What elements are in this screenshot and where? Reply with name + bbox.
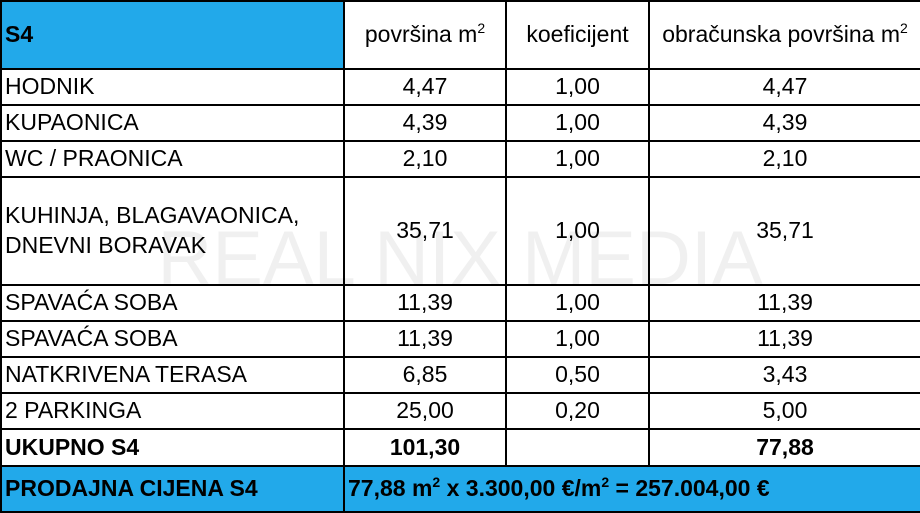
superscript: 2	[601, 474, 610, 491]
cell-value: 4,39	[343, 104, 507, 142]
cell-value: 0,20	[505, 392, 650, 430]
table-row: 2 PARKINGA 25,00 0,20 5,00	[0, 392, 920, 430]
cell-value: 1,00	[505, 284, 650, 322]
price-formula: 77,88 m2 x 3.300,00 €/m2 = 257.004,00 €	[343, 465, 920, 513]
header-cell: koeficijent	[505, 0, 650, 70]
table-row: SPAVAĆA SOBA 11,39 1,00 11,39	[0, 320, 920, 358]
cell-value: 6,85	[343, 356, 507, 394]
cell-value: 1,00	[505, 140, 650, 178]
room-name: KUHINJA, BLAGAVAONICA, DNEVNI BORAVAK	[0, 176, 345, 286]
total-label: UKUPNO S4	[0, 428, 345, 467]
cell-value: 1,00	[505, 68, 650, 106]
empty-cell	[505, 428, 650, 467]
total-area: 101,30	[343, 428, 507, 467]
cell-value: 11,39	[343, 284, 507, 322]
cell-value: 2,10	[343, 140, 507, 178]
cell-value: 1,00	[505, 320, 650, 358]
header-text: koeficijent	[526, 21, 629, 48]
room-name: WC / PRAONICA	[0, 140, 345, 178]
cell-value: 25,00	[343, 392, 507, 430]
header-text: obračunska površina m	[662, 21, 900, 48]
room-name: 2 PARKINGA	[0, 392, 345, 430]
header-text: površina m	[364, 21, 478, 48]
room-name: SPAVAĆA SOBA	[0, 320, 345, 358]
cell-value: 4,39	[648, 104, 920, 142]
price-label: PRODAJNA CIJENA S4	[0, 465, 345, 513]
superscript: 2	[432, 474, 441, 491]
cell-value: 5,00	[648, 392, 920, 430]
table-row: KUPAONICA 4,39 1,00 4,39	[0, 104, 920, 142]
formula-text: x 3.300,00 €/m	[440, 475, 602, 502]
total-calc-area: 77,88	[648, 428, 920, 467]
cell-value: 4,47	[648, 68, 920, 106]
header-text: S4	[5, 21, 34, 48]
formula-text: = 257.004,00 €	[609, 475, 770, 502]
price-row: PRODAJNA CIJENA S4 77,88 m2 x 3.300,00 €/…	[0, 465, 920, 513]
cell-value: 11,39	[343, 320, 507, 358]
header-cell: obračunska površina m2	[648, 0, 920, 70]
table-row: NATKRIVENA TERASA 6,85 0,50 3,43	[0, 356, 920, 394]
cell-value: 11,39	[648, 284, 920, 322]
cell-value: 4,47	[343, 68, 507, 106]
table-row: KUHINJA, BLAGAVAONICA, DNEVNI BORAVAK 35,…	[0, 176, 920, 286]
room-name: SPAVAĆA SOBA	[0, 284, 345, 322]
cell-value: 3,43	[648, 356, 920, 394]
formula-text: 77,88 m	[348, 475, 433, 502]
superscript: 2	[900, 20, 908, 37]
header-cell: S4	[0, 0, 345, 70]
table-row: SPAVAĆA SOBA 11,39 1,00 11,39	[0, 284, 920, 322]
cell-value: 1,00	[505, 104, 650, 142]
table-row: WC / PRAONICA 2,10 1,00 2,10	[0, 140, 920, 178]
cell-value: 35,71	[648, 176, 920, 286]
room-name: KUPAONICA	[0, 104, 345, 142]
cell-value: 35,71	[343, 176, 507, 286]
cell-value: 2,10	[648, 140, 920, 178]
cell-value: 11,39	[648, 320, 920, 358]
room-name: HODNIK	[0, 68, 345, 106]
header-row: S4 površina m2 koeficijent obračunska površ…	[0, 0, 920, 70]
total-row: UKUPNO S4 101,30 77,88	[0, 428, 920, 467]
superscript: 2	[477, 20, 486, 37]
room-name: NATKRIVENA TERASA	[0, 356, 345, 394]
header-cell: površina m2	[343, 0, 507, 70]
cell-value: 0,50	[505, 356, 650, 394]
cell-value: 1,00	[505, 176, 650, 286]
table-row: HODNIK 4,47 1,00 4,47	[0, 68, 920, 106]
